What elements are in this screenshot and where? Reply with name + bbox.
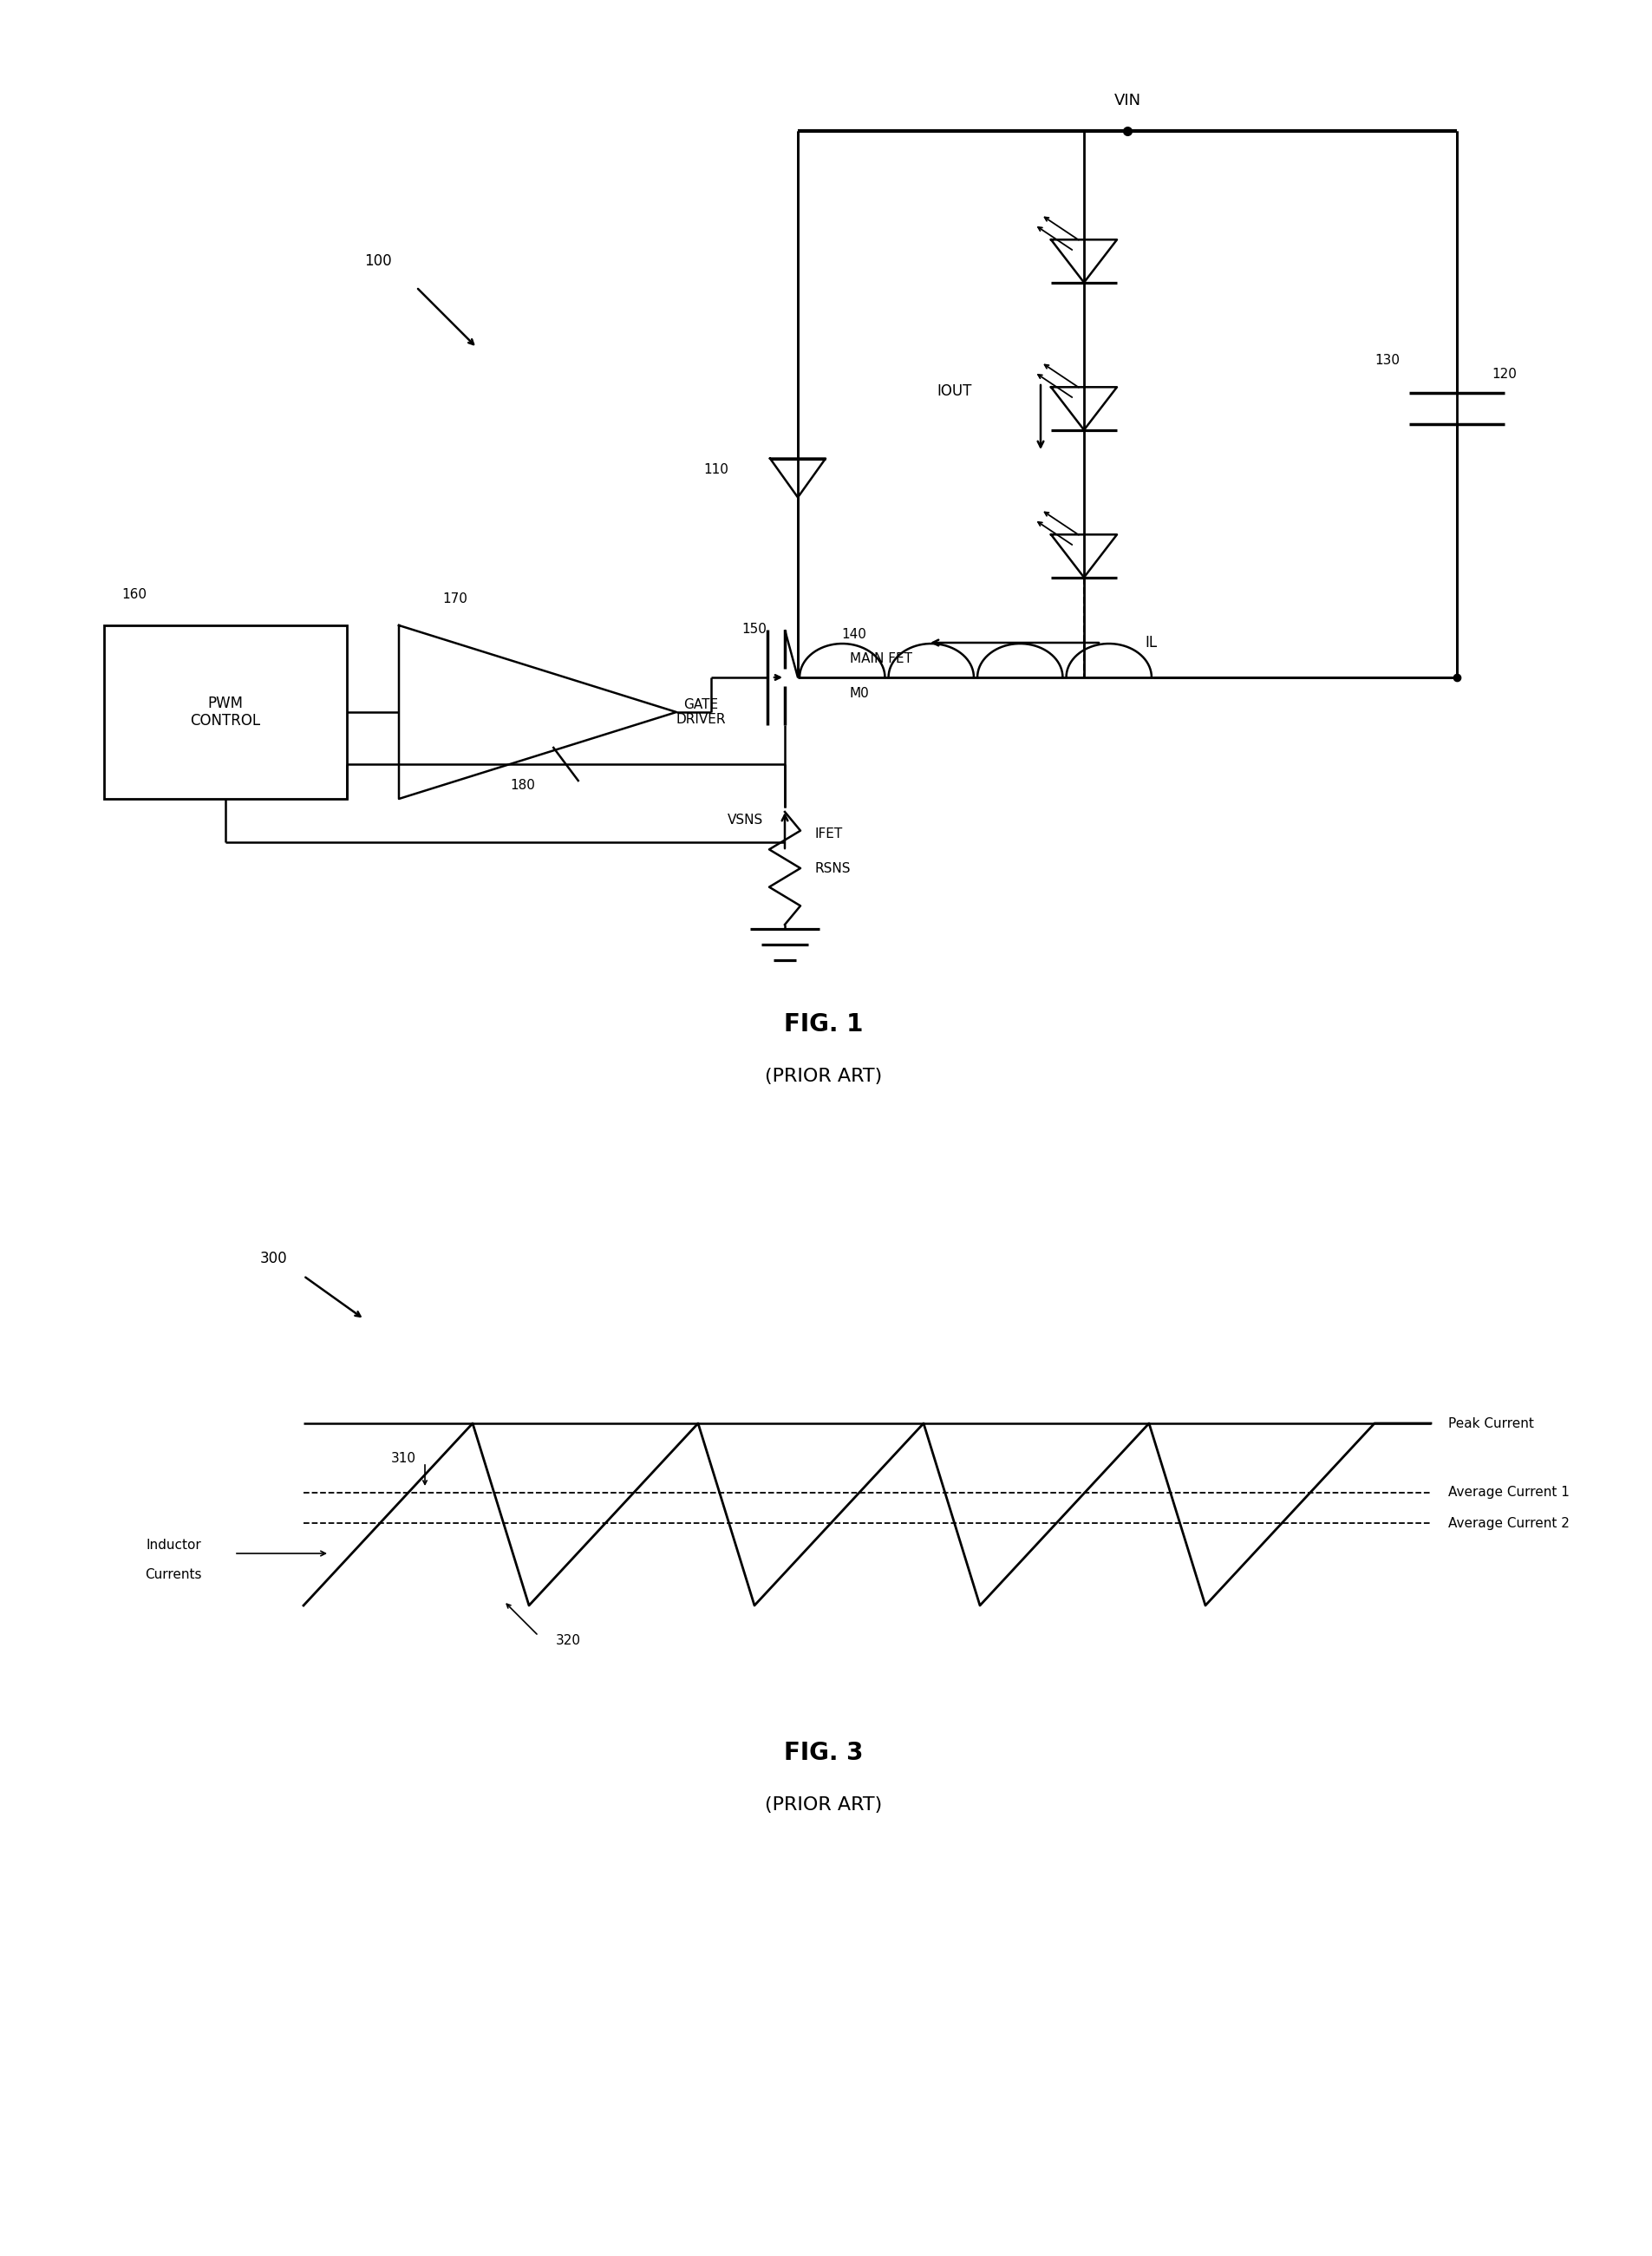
Text: 300: 300 (259, 1250, 287, 1266)
Text: 120: 120 (1492, 368, 1517, 381)
Text: (PRIOR ART): (PRIOR ART) (765, 1067, 882, 1085)
Text: Inductor: Inductor (145, 1539, 202, 1552)
Text: PWM
CONTROL: PWM CONTROL (190, 695, 261, 729)
Text: (PRIOR ART): (PRIOR ART) (765, 1796, 882, 1814)
Text: FIG. 1: FIG. 1 (785, 1013, 864, 1036)
Text: 150: 150 (742, 623, 767, 636)
Text: VSNS: VSNS (727, 814, 763, 828)
Text: 110: 110 (704, 462, 729, 476)
Bar (104, 625, 347, 799)
Text: FIG. 3: FIG. 3 (785, 1742, 864, 1764)
Text: IL: IL (1145, 634, 1156, 650)
Text: Peak Current: Peak Current (1449, 1417, 1535, 1430)
Text: RSNS: RSNS (814, 862, 851, 875)
Text: 180: 180 (510, 778, 535, 792)
Text: 130: 130 (1374, 354, 1401, 368)
Text: M0: M0 (849, 686, 869, 699)
Text: Currents: Currents (145, 1568, 202, 1581)
Text: 320: 320 (555, 1633, 582, 1647)
Text: 170: 170 (443, 593, 468, 607)
Text: 160: 160 (121, 589, 147, 602)
Text: VIN: VIN (1113, 92, 1142, 108)
Text: IFET: IFET (814, 828, 843, 839)
Text: GATE
DRIVER: GATE DRIVER (676, 697, 725, 726)
Text: 100: 100 (363, 253, 392, 268)
Text: 140: 140 (841, 627, 866, 641)
Text: Average Current 2: Average Current 2 (1449, 1516, 1569, 1530)
Text: MAIN FET: MAIN FET (849, 652, 912, 666)
Text: Average Current 1: Average Current 1 (1449, 1487, 1569, 1500)
Text: 310: 310 (392, 1451, 416, 1464)
Text: IOUT: IOUT (937, 384, 971, 399)
